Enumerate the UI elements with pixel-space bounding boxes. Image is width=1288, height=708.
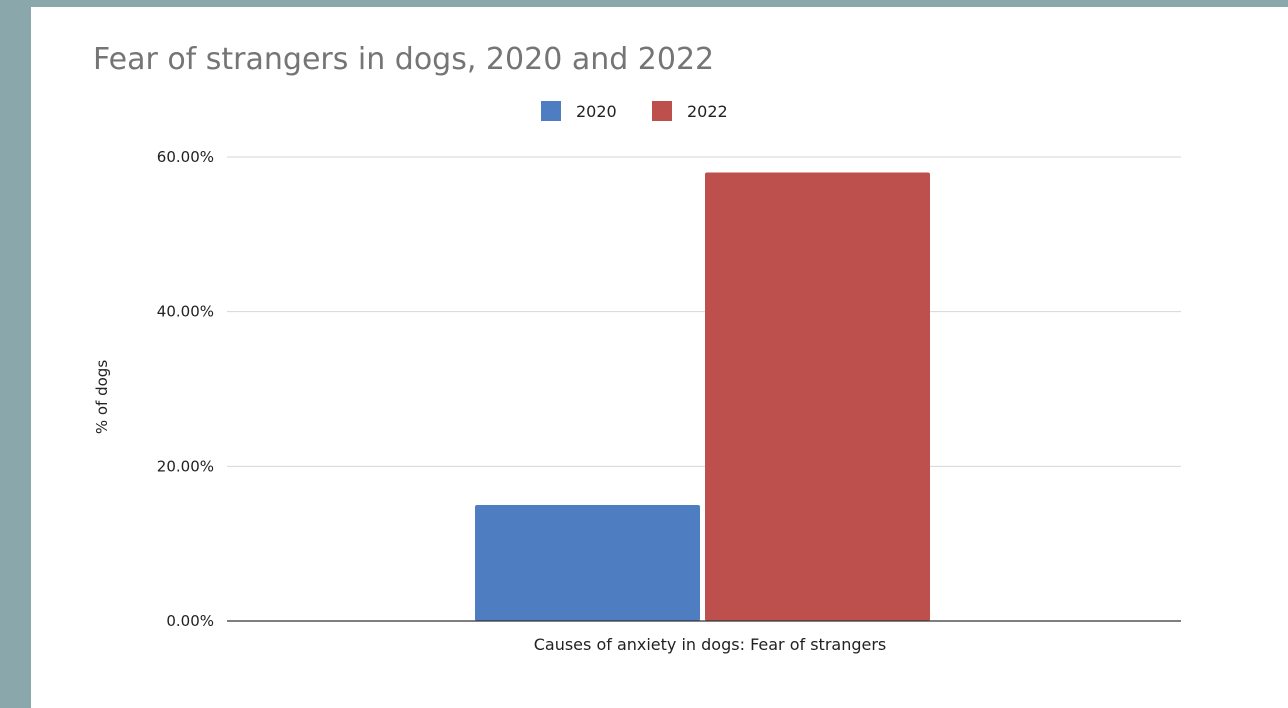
bar-2020	[475, 505, 700, 621]
legend-swatch-2020	[541, 101, 561, 121]
y-tick-label: 0.00%	[166, 612, 214, 630]
bars	[475, 172, 930, 621]
y-axis-label: % of dogs	[93, 360, 111, 434]
legend-label-2022: 2022	[687, 102, 728, 121]
y-tick-label: 20.00%	[157, 457, 214, 475]
bar-2022	[705, 172, 930, 621]
y-tick-label: 60.00%	[157, 148, 214, 166]
legend: 2020 2022	[541, 101, 728, 121]
gridlines	[227, 156, 1181, 467]
chart-title: Fear of strangers in dogs, 2020 and 2022	[93, 42, 714, 77]
y-axis-ticks: 0.00% 20.00% 40.00% 60.00%	[157, 148, 214, 630]
y-tick-label: 40.00%	[157, 303, 214, 321]
legend-swatch-2022	[652, 101, 672, 121]
x-category-label: Causes of anxiety in dogs: Fear of stran…	[534, 635, 887, 654]
legend-label-2020: 2020	[576, 102, 617, 121]
